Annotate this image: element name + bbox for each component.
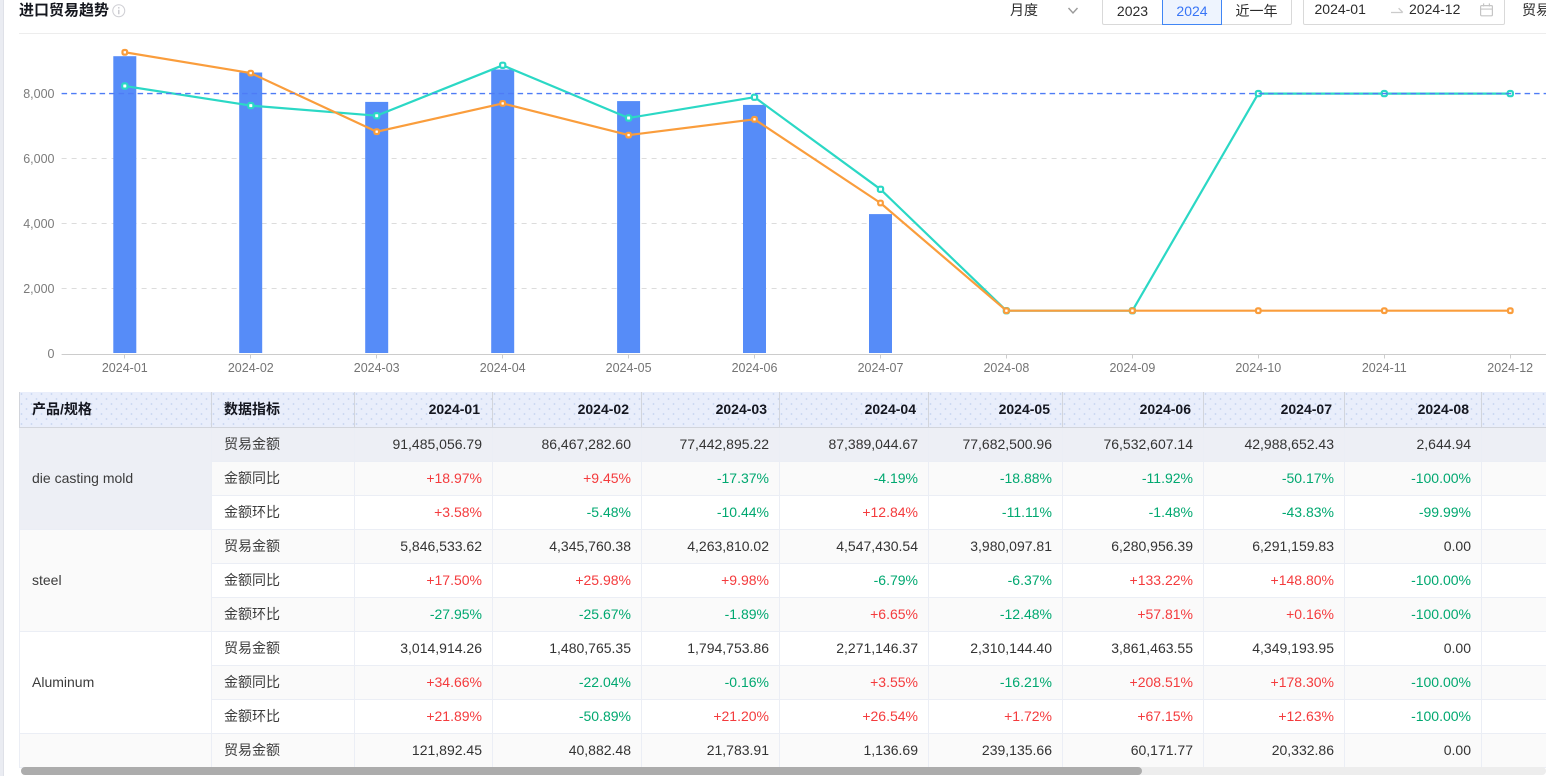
svg-text:2024-02: 2024-02: [228, 361, 274, 375]
svg-text:4,000: 4,000: [23, 217, 54, 231]
svg-text:8,000: 8,000: [23, 87, 54, 101]
svg-text:2024-11: 2024-11: [1362, 361, 1407, 375]
svg-text:2024-05: 2024-05: [606, 361, 652, 375]
svg-text:2024-06: 2024-06: [732, 361, 778, 375]
svg-text:2024-01: 2024-01: [102, 361, 148, 375]
svg-text:2024-09: 2024-09: [1109, 361, 1155, 375]
svg-text:2,000: 2,000: [23, 282, 54, 296]
svg-text:2024-08: 2024-08: [983, 361, 1029, 375]
svg-text:2024-12: 2024-12: [1487, 361, 1533, 375]
svg-text:0: 0: [48, 347, 55, 361]
svg-text:2024-03: 2024-03: [354, 361, 400, 375]
svg-text:2024-04: 2024-04: [480, 361, 526, 375]
svg-text:2024-10: 2024-10: [1235, 361, 1281, 375]
svg-text:2024-07: 2024-07: [858, 361, 904, 375]
svg-text:6,000: 6,000: [23, 152, 54, 166]
